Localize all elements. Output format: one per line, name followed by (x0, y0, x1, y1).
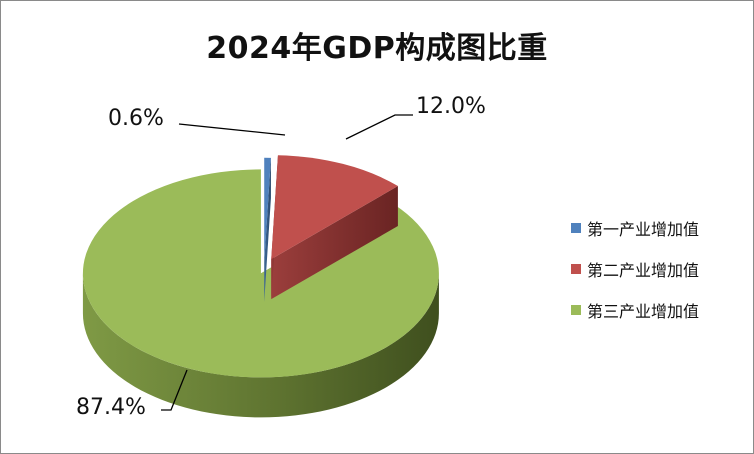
pie-slice-secondary (271, 155, 398, 300)
pie-slice-wall-secondary-1 (271, 186, 398, 300)
data-label-tertiary: 87.4% (76, 395, 146, 420)
legend-item-tertiary: 第三产业增加值 (571, 289, 699, 330)
pie-slice-side-tertiary (82, 273, 439, 418)
legend-label-tertiary: 第三产业增加值 (587, 301, 700, 321)
pie-slice-top-primary (264, 157, 271, 262)
leader-line-tertiary (161, 369, 188, 411)
legend-swatch-tertiary (571, 304, 581, 315)
legend: 第一产业增加值 第二产业增加值 第三产业增加值 (571, 207, 699, 330)
legend-label-secondary: 第二产业增加值 (587, 260, 700, 280)
legend-label-primary: 第一产业增加值 (587, 219, 700, 239)
pie-slice-primary (264, 157, 271, 302)
data-label-primary: 0.6% (108, 106, 164, 131)
legend-item-secondary: 第二产业增加值 (571, 248, 699, 289)
pie-slice-top-secondary (271, 155, 398, 260)
data-label-secondary: 12.0% (416, 94, 486, 119)
pie-slice-top-tertiary (82, 169, 439, 378)
chart-title: 2024年GDP构成图比重 (206, 31, 548, 66)
pie-slice-wall-primary-1 (264, 157, 271, 302)
legend-swatch-primary (571, 222, 581, 233)
leader-line-primary (178, 123, 286, 136)
leader-line-secondary (345, 114, 413, 140)
legend-item-primary: 第一产业增加值 (571, 207, 699, 248)
legend-swatch-secondary (571, 263, 581, 274)
